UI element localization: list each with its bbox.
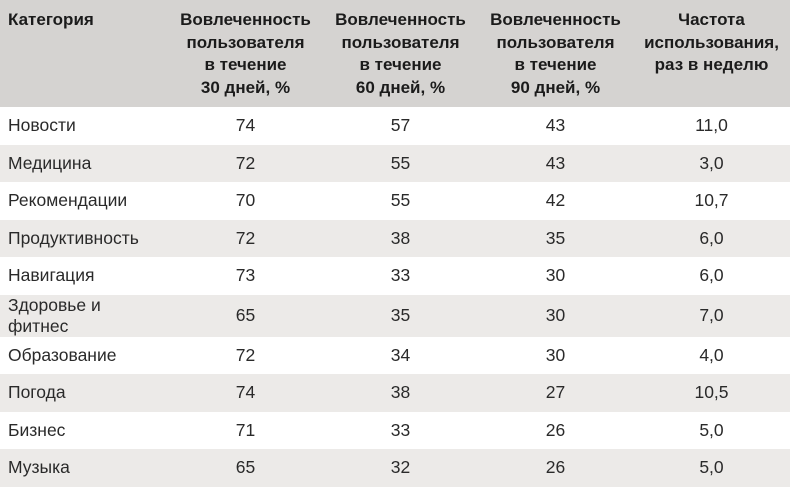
value-cell: 34	[390, 344, 411, 365]
value-cell: 33	[390, 419, 411, 440]
category-cell: Здоровье и фитнес	[8, 294, 101, 336]
category-cell: Образование	[8, 344, 117, 365]
value-cell: 72	[235, 344, 256, 365]
category-cell: Продуктивность	[8, 227, 139, 248]
value-cell: 55	[390, 152, 411, 173]
table-row: Погода 74 38 27 10,5	[0, 374, 790, 412]
value-cell: 32	[390, 457, 411, 478]
value-cell: 35	[390, 305, 411, 325]
table-row: Рекомендации 70 55 42 10,7	[0, 182, 790, 220]
value-cell: 10,7	[694, 190, 729, 211]
table-row: Здоровье и фитнес 65 35 30 7,0	[0, 294, 790, 337]
header-engagement-30d: Вовлеченность пользователя в течение 30 …	[168, 0, 323, 107]
value-cell: 30	[545, 265, 566, 286]
value-cell: 42	[545, 190, 566, 211]
value-cell: 6,0	[699, 227, 724, 248]
header-engagement-60d: Вовлеченность пользователя в течение 60 …	[323, 0, 478, 107]
value-cell: 65	[235, 305, 256, 325]
header-usage-frequency: Частота использования, раз в неделю	[633, 0, 790, 107]
value-cell: 72	[235, 152, 256, 173]
table-body: Новости 74 57 43 11,0 Медицина 72 55 43 3,0 Рекоме…	[0, 107, 790, 487]
value-cell: 7,0	[699, 305, 724, 325]
category-cell: Погода	[8, 382, 66, 403]
value-cell: 74	[235, 382, 256, 403]
value-cell: 55	[390, 190, 411, 211]
value-cell: 43	[545, 152, 566, 173]
value-cell: 71	[235, 419, 256, 440]
value-cell: 27	[545, 382, 566, 403]
header-engagement-90d: Вовлеченность пользователя в течение 90 …	[478, 0, 633, 107]
table-row: Бизнес 71 33 26 5,0	[0, 411, 790, 449]
header-category: Категория	[0, 0, 168, 107]
value-cell: 65	[235, 457, 256, 478]
table-header: Категория Вовлеченность пользователя в т…	[0, 0, 790, 107]
value-cell: 35	[545, 227, 566, 248]
value-cell: 26	[545, 419, 566, 440]
value-cell: 57	[390, 115, 411, 136]
value-cell: 43	[545, 115, 566, 136]
value-cell: 38	[390, 382, 411, 403]
value-cell: 73	[235, 265, 256, 286]
table-row: Музыка 65 32 26 5,0	[0, 449, 790, 487]
category-cell: Музыка	[8, 457, 70, 478]
value-cell: 6,0	[699, 265, 724, 286]
value-cell: 26	[545, 457, 566, 478]
value-cell: 74	[235, 115, 256, 136]
value-cell: 11,0	[695, 115, 728, 136]
category-cell: Медицина	[8, 152, 92, 173]
header-row: Категория Вовлеченность пользователя в т…	[0, 0, 790, 107]
value-cell: 70	[235, 190, 256, 211]
value-cell: 3,0	[699, 152, 724, 173]
category-cell: Навигация	[8, 265, 95, 286]
table-row: Навигация 73 33 30 6,0	[0, 257, 790, 295]
table-row: Продуктивность 72 38 35 6,0	[0, 219, 790, 257]
table-row: Новости 74 57 43 11,0	[0, 107, 790, 145]
value-cell: 10,5	[694, 382, 729, 403]
value-cell: 30	[545, 344, 566, 365]
value-cell: 30	[545, 305, 566, 325]
value-cell: 4,0	[699, 344, 724, 365]
table-row: Медицина 72 55 43 3,0	[0, 144, 790, 182]
table-row: Образование 72 34 30 4,0	[0, 336, 790, 374]
value-cell: 33	[390, 265, 411, 286]
category-cell: Новости	[8, 115, 76, 136]
category-cell: Рекомендации	[8, 190, 128, 211]
value-cell: 38	[390, 227, 411, 248]
value-cell: 5,0	[699, 419, 724, 440]
value-cell: 72	[235, 227, 256, 248]
value-cell: 5,0	[699, 457, 724, 478]
category-cell: Бизнес	[8, 419, 66, 440]
